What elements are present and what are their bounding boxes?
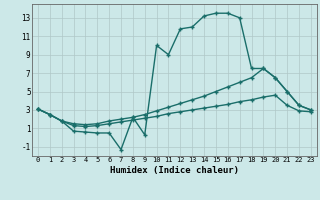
X-axis label: Humidex (Indice chaleur): Humidex (Indice chaleur) [110,166,239,175]
